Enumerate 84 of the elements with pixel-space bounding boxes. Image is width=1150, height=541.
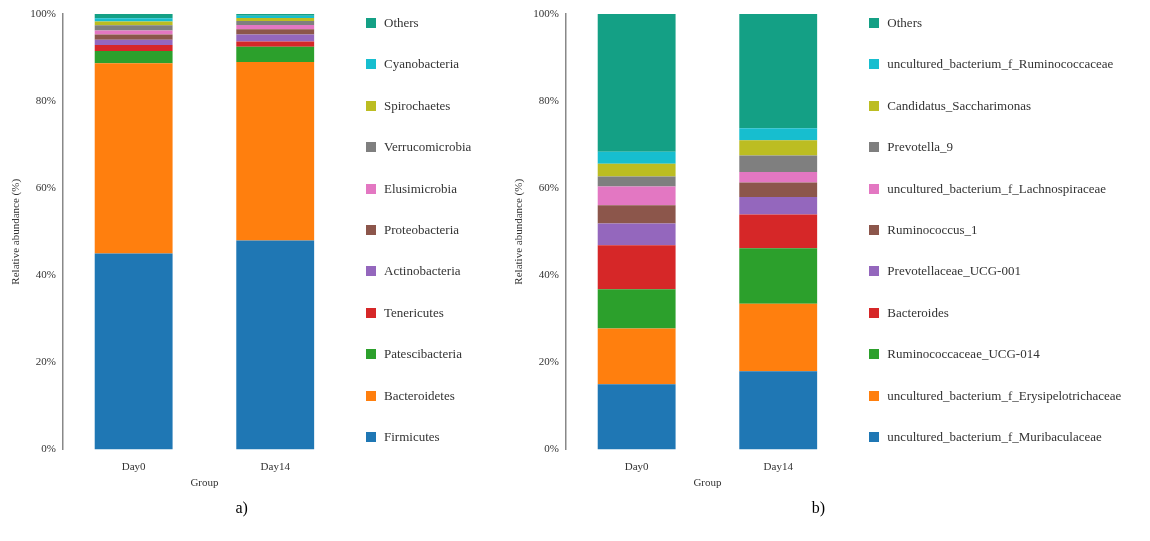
bar bbox=[236, 24, 315, 30]
bar bbox=[739, 182, 818, 197]
bar bbox=[598, 245, 676, 290]
bar bbox=[598, 328, 676, 385]
x-axis-title: Group bbox=[693, 476, 723, 489]
text: a) bbox=[234, 498, 249, 519]
legend-label: Bacteroides bbox=[887, 304, 949, 321]
y-tick-label: 80% bbox=[539, 94, 560, 107]
bar bbox=[94, 63, 173, 254]
legend-label: uncultured_bacterium_f_Erysipelotrichaceae bbox=[887, 387, 1122, 404]
bar bbox=[739, 14, 818, 129]
legend-label: Others bbox=[887, 15, 923, 31]
bar bbox=[236, 61, 315, 241]
legend-label: Bacteroidetes bbox=[384, 387, 455, 404]
x-tick-label: Day0 bbox=[625, 460, 650, 473]
legend-label: Prevotella_9 bbox=[887, 139, 954, 156]
bar bbox=[236, 34, 315, 42]
bar bbox=[94, 34, 173, 40]
bar bbox=[94, 44, 173, 52]
bar bbox=[94, 21, 173, 26]
x-tick-label: Day14 bbox=[763, 460, 794, 473]
x-axis-title: Group bbox=[190, 476, 219, 489]
y-tick-label: 20% bbox=[35, 355, 56, 368]
x-tick-label: Day14 bbox=[260, 460, 291, 473]
y-tick-label: 60% bbox=[35, 181, 56, 194]
y-axis-title: Relative abundance (%) bbox=[9, 178, 23, 285]
legend-label: Spirochaetes bbox=[384, 97, 451, 114]
bar bbox=[598, 223, 676, 246]
bar bbox=[598, 163, 676, 177]
legend-label: Patescibacteria bbox=[384, 346, 462, 363]
legend-label: Firmicutes bbox=[384, 428, 440, 445]
bar bbox=[739, 140, 818, 156]
legend-label: Ruminococcaceae_UCG-014 bbox=[887, 346, 1040, 363]
legend-label: Elusimicrobia bbox=[384, 180, 457, 197]
legend-label: Others bbox=[384, 15, 419, 31]
bar bbox=[236, 46, 315, 62]
bar bbox=[739, 128, 818, 141]
y-tick-label: 0% bbox=[544, 442, 560, 455]
legend-label: Ruminococcus_1 bbox=[887, 221, 978, 238]
bar bbox=[94, 51, 173, 64]
bar bbox=[739, 155, 818, 173]
y-tick-label: 20% bbox=[539, 355, 560, 368]
y-tick-label: 100% bbox=[533, 6, 560, 19]
legend-label: uncultured_bacterium_f_Ruminococcaceae bbox=[887, 56, 1114, 73]
legend-label: Tenericutes bbox=[384, 304, 444, 321]
y-axis-title: Relative abundance (%) bbox=[512, 178, 526, 285]
bar bbox=[236, 20, 315, 25]
text: b) bbox=[810, 498, 826, 519]
legend-label: uncultured_bacterium_f_Lachnospiraceae bbox=[887, 180, 1107, 197]
bar bbox=[739, 214, 818, 249]
legend-label: Cyanobacteria bbox=[384, 56, 460, 73]
bar bbox=[94, 253, 173, 450]
legend-label: Proteobacteria bbox=[384, 221, 460, 238]
bar bbox=[739, 303, 818, 372]
legend-label: Actinobacteria bbox=[384, 263, 461, 280]
y-tick-label: 60% bbox=[539, 181, 560, 194]
bar bbox=[739, 172, 818, 183]
y-tick-label: 80% bbox=[35, 94, 56, 107]
bar bbox=[236, 41, 315, 47]
y-tick-label: 100% bbox=[30, 6, 56, 19]
bar bbox=[598, 384, 676, 450]
bar bbox=[739, 248, 818, 304]
bar bbox=[598, 14, 676, 152]
bar bbox=[739, 371, 818, 450]
y-tick-label: 0% bbox=[41, 442, 56, 455]
bar bbox=[739, 196, 818, 215]
bar bbox=[94, 39, 173, 45]
legend-label: Candidatus_Saccharimonas bbox=[887, 97, 1032, 114]
legend-label: uncultured_bacterium_f_Muribaculaceae bbox=[887, 428, 1102, 445]
legend-label: Verrucomicrobia bbox=[384, 139, 472, 156]
bar bbox=[94, 25, 173, 31]
y-tick-label: 40% bbox=[35, 268, 56, 281]
bar bbox=[236, 29, 315, 35]
y-tick-label: 40% bbox=[539, 268, 560, 281]
bar bbox=[236, 240, 315, 450]
x-tick-label: Day0 bbox=[121, 460, 147, 473]
bar bbox=[598, 186, 676, 206]
bar bbox=[598, 151, 676, 164]
bar bbox=[598, 176, 676, 187]
bar bbox=[598, 289, 676, 329]
legend-label: Prevotellaceae_UCG-001 bbox=[887, 263, 1021, 280]
bar bbox=[94, 18, 173, 22]
bar bbox=[598, 205, 676, 224]
bar bbox=[94, 14, 173, 19]
